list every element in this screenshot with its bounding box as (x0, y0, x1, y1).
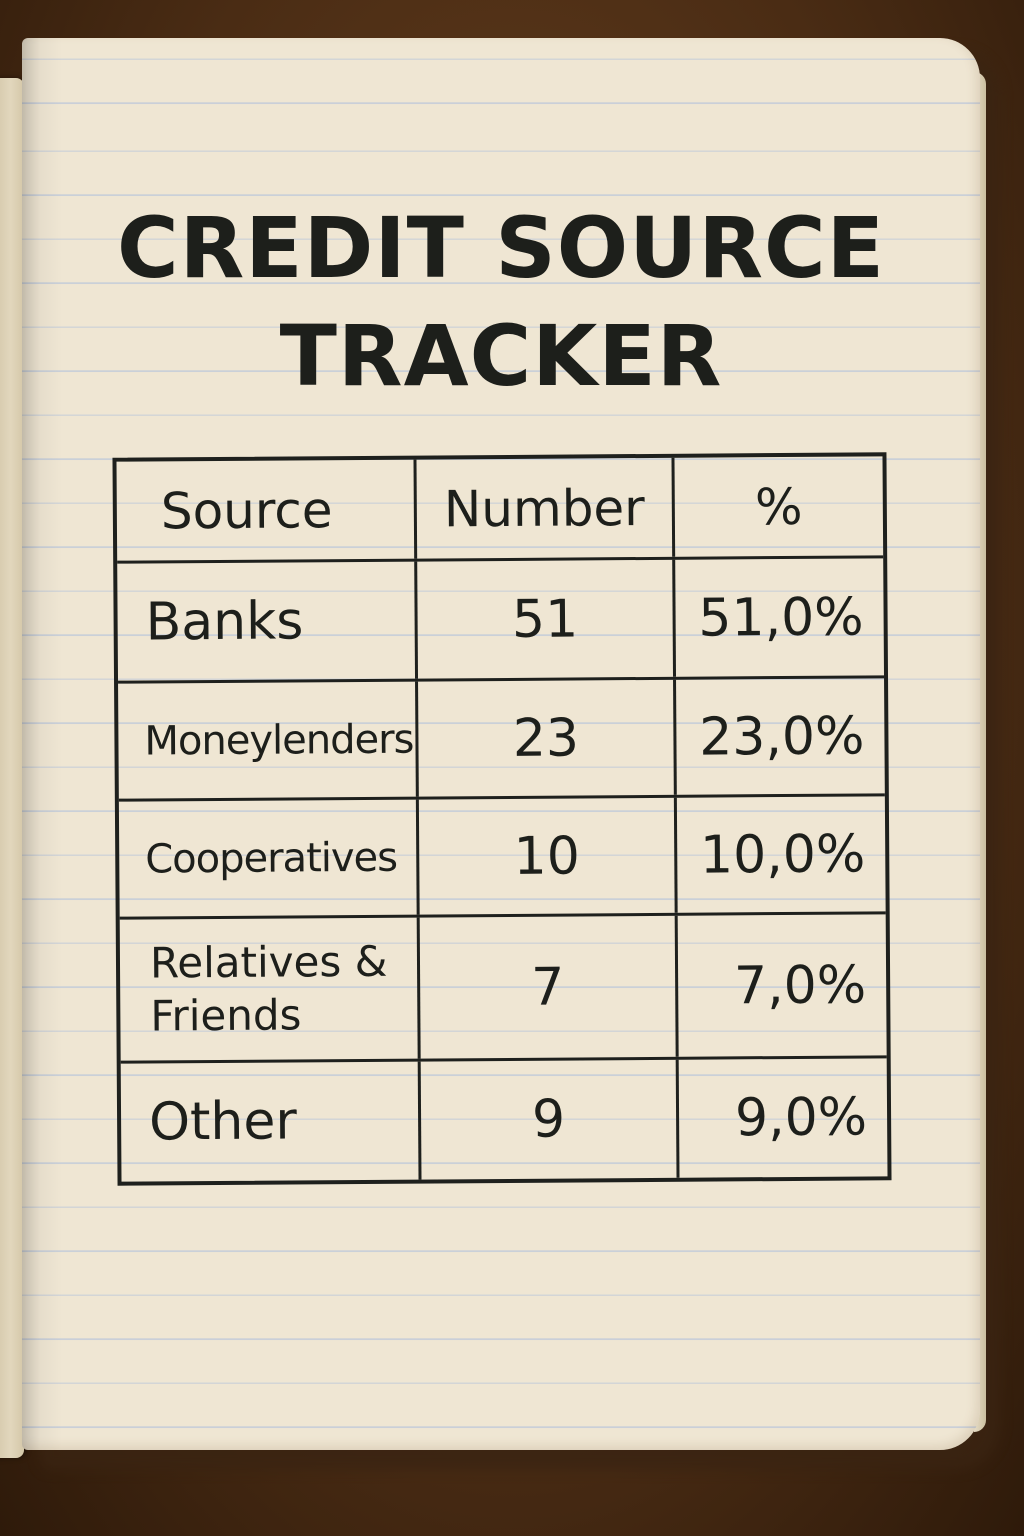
row-source: Cooperatives (118, 799, 420, 917)
table-row: Cooperatives 10 10,0% (118, 796, 886, 920)
row-source: Moneylenders (118, 681, 419, 799)
credit-source-table: Source Number % Banks 51 51,0% Moneylend… (112, 452, 892, 1186)
row-number: 10 (418, 797, 678, 915)
table-row: Relatives & Friends 7 7,0% (119, 914, 887, 1064)
title-line-1: CREDIT SOURCE (116, 199, 886, 297)
table-row: Banks 51 51,0% (117, 558, 885, 684)
row-number: 9 (420, 1059, 680, 1180)
row-number: 23 (418, 679, 677, 797)
row-source: Other (120, 1061, 422, 1182)
row-percent: 51,0% (698, 586, 864, 649)
row-percent: 7,0% (733, 954, 867, 1016)
row-number: 51 (417, 559, 677, 679)
title-line-2: TRACKER (279, 307, 723, 405)
header-percent: % (754, 477, 803, 536)
row-source: Banks (117, 561, 419, 681)
table-row: Other 9 9,0% (120, 1058, 888, 1182)
table-header-row: Source Number % (116, 456, 884, 564)
row-percent: 10,0% (699, 823, 866, 886)
row-percent: 23,0% (699, 705, 865, 768)
table-row: Moneylenders 23 23,0% (118, 678, 885, 802)
header-source: Source (116, 459, 418, 561)
left-page-edge (0, 78, 24, 1458)
row-number: 7 (419, 915, 679, 1059)
row-source: Relatives & Friends (119, 917, 421, 1061)
row-percent: 9,0% (734, 1087, 868, 1149)
header-number: Number (416, 457, 676, 559)
notebook-page: CREDIT SOURCE TRACKER Source Number % Ba… (22, 38, 980, 1450)
